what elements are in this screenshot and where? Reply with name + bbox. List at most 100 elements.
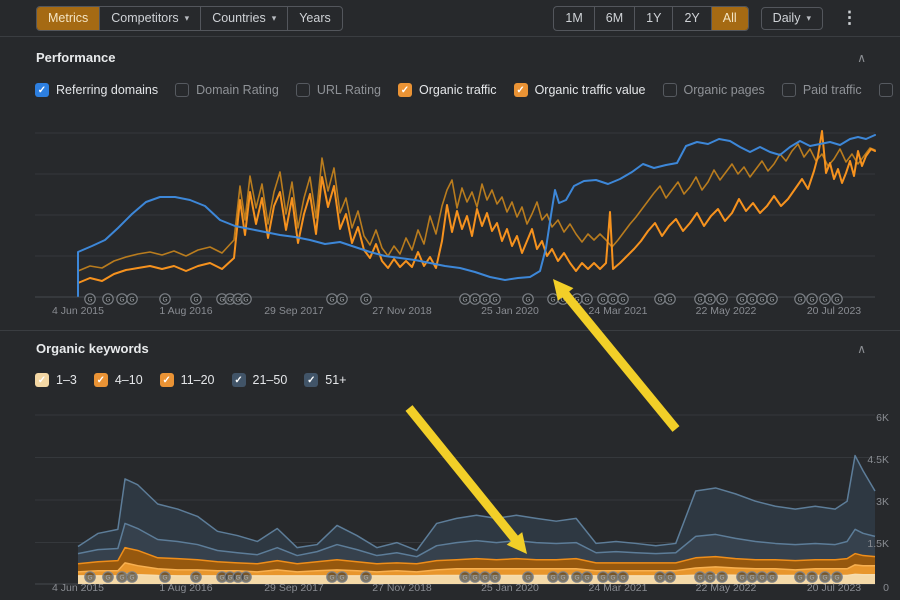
tab-metrics[interactable]: Metrics — [37, 6, 100, 30]
svg-text:4 Jun 2015: 4 Jun 2015 — [52, 582, 104, 594]
checkbox-label: 21–50 — [252, 373, 288, 387]
checkbox-label: Referring domains — [56, 83, 159, 97]
svg-text:G: G — [769, 574, 774, 581]
chevron-up-icon[interactable]: ∧ — [857, 341, 866, 356]
interval-label: Daily — [772, 11, 801, 25]
svg-text:4.5K: 4.5K — [867, 454, 889, 466]
checkbox-domain-rating[interactable]: Domain Rating — [175, 83, 279, 97]
checkbox-organic-pages[interactable]: Organic pages — [662, 83, 765, 97]
svg-text:20 Jul 2023: 20 Jul 2023 — [807, 305, 861, 317]
svg-text:1 Aug 2016: 1 Aug 2016 — [159, 582, 212, 594]
svg-text:G: G — [492, 574, 497, 581]
performance-section-header: Performance ∧ — [36, 50, 870, 65]
svg-text:G: G — [243, 296, 248, 303]
svg-text:G: G — [105, 574, 110, 581]
svg-text:G: G — [227, 574, 232, 581]
svg-text:G: G — [462, 574, 467, 581]
svg-text:G: G — [363, 296, 368, 303]
svg-text:25 Jan 2020: 25 Jan 2020 — [481, 582, 539, 594]
svg-text:G: G — [525, 296, 530, 303]
checked-box-icon: ✓ — [35, 373, 49, 387]
svg-text:G: G — [472, 574, 477, 581]
svg-text:G: G — [87, 574, 92, 581]
checkbox-paid-traffic[interactable]: Paid traffic — [781, 83, 862, 97]
svg-text:G: G — [834, 574, 839, 581]
svg-text:G: G — [193, 296, 198, 303]
svg-text:G: G — [834, 296, 839, 303]
svg-text:G: G — [550, 574, 555, 581]
svg-text:G: G — [235, 574, 240, 581]
organic-keywords-chart[interactable]: G G G G G G G G G G G G G G G G G G G G G G G G G G G G G G G G G G G G G G4 … — [0, 398, 900, 600]
chevron-down-icon: ▾ — [806, 12, 811, 23]
svg-text:G: G — [822, 574, 827, 581]
checkbox-label: Organic pages — [683, 83, 765, 97]
svg-text:G: G — [87, 296, 92, 303]
checkbox-label: URL Rating — [316, 83, 381, 97]
svg-text:G: G — [363, 574, 368, 581]
svg-text:G: G — [822, 296, 827, 303]
range-1y[interactable]: 1Y — [634, 6, 672, 30]
tab-years[interactable]: Years — [287, 6, 342, 30]
svg-text:G: G — [492, 296, 497, 303]
svg-text:G: G — [657, 574, 662, 581]
checkbox-organic-traffic-value[interactable]: ✓ Organic traffic value — [513, 83, 646, 97]
section-divider — [0, 330, 900, 331]
checkbox-1-3[interactable]: ✓ 1–3 — [35, 373, 77, 387]
checkbox-4-10[interactable]: ✓ 4–10 — [93, 373, 143, 387]
svg-text:G: G — [550, 296, 555, 303]
checked-box-icon: ✓ — [35, 83, 49, 97]
svg-text:G: G — [235, 296, 240, 303]
svg-text:1 Aug 2016: 1 Aug 2016 — [159, 305, 212, 317]
svg-text:G: G — [809, 574, 814, 581]
svg-text:29 Sep 2017: 29 Sep 2017 — [264, 305, 324, 317]
checkbox-paid-traffic-cost[interactable]: Paid traffic cost — [878, 83, 900, 97]
svg-text:G: G — [119, 574, 124, 581]
svg-text:G: G — [329, 574, 334, 581]
tab-countries[interactable]: Countries ▾ — [200, 6, 287, 30]
range-2y[interactable]: 2Y — [672, 6, 710, 30]
checkbox-21-50[interactable]: ✓ 21–50 — [231, 373, 288, 387]
checkbox-label: 51+ — [325, 373, 347, 387]
toolbar: Metrics Competitors ▾ Countries ▾ Years 1M 6M 1… — [0, 0, 900, 37]
checkbox-url-rating[interactable]: URL Rating — [295, 83, 381, 97]
svg-text:G: G — [620, 296, 625, 303]
svg-text:G: G — [610, 574, 615, 581]
chevron-up-icon[interactable]: ∧ — [857, 50, 866, 65]
checked-box-icon: ✓ — [93, 373, 108, 387]
performance-chart[interactable]: G G G G G G G G G G G G G G G G G G G G G G G G G G G G G G G G G G G G G G4 … — [0, 110, 900, 322]
svg-text:G: G — [697, 574, 702, 581]
svg-text:G: G — [739, 296, 744, 303]
unchecked-box-icon — [175, 83, 190, 97]
chevron-down-icon: ▾ — [184, 12, 190, 23]
tab-competitors[interactable]: Competitors ▾ — [99, 6, 200, 30]
toolbar-right: 1M 6M 1Y 2Y All Daily ▾ ⋮ — [553, 5, 864, 31]
svg-text:G: G — [584, 296, 589, 303]
range-1m[interactable]: 1M — [554, 7, 593, 30]
checkbox-51+[interactable]: ✓ 51+ — [304, 373, 347, 387]
svg-text:G: G — [600, 296, 605, 303]
range-all[interactable]: All — [710, 6, 748, 30]
unchecked-box-icon — [878, 83, 893, 97]
svg-text:27 Nov 2018: 27 Nov 2018 — [372, 582, 432, 594]
svg-text:1.5K: 1.5K — [867, 538, 889, 550]
checkbox-organic-traffic[interactable]: ✓ Organic traffic — [397, 83, 497, 97]
svg-text:G: G — [759, 574, 764, 581]
svg-text:G: G — [129, 296, 134, 303]
svg-text:G: G — [129, 574, 134, 581]
checkbox-11-20[interactable]: ✓ 11–20 — [159, 373, 215, 387]
svg-text:3K: 3K — [876, 496, 889, 508]
svg-text:G: G — [610, 296, 615, 303]
svg-text:G: G — [620, 574, 625, 581]
svg-text:G: G — [219, 574, 224, 581]
interval-select-button[interactable]: Daily ▾ — [760, 6, 823, 30]
range-6m[interactable]: 6M — [593, 6, 634, 30]
checkbox-referring-domains[interactable]: ✓ Referring domains — [35, 83, 158, 97]
svg-text:G: G — [697, 296, 702, 303]
svg-text:G: G — [797, 296, 802, 303]
unchecked-box-icon — [295, 83, 310, 97]
performance-metric-toggles: ✓ Referring domains Domain Rating URL Ratin… — [35, 83, 900, 97]
svg-text:G: G — [193, 574, 198, 581]
unchecked-box-icon — [662, 83, 677, 97]
kebab-menu-icon[interactable]: ⋮ — [841, 8, 858, 27]
svg-text:G: G — [707, 296, 712, 303]
